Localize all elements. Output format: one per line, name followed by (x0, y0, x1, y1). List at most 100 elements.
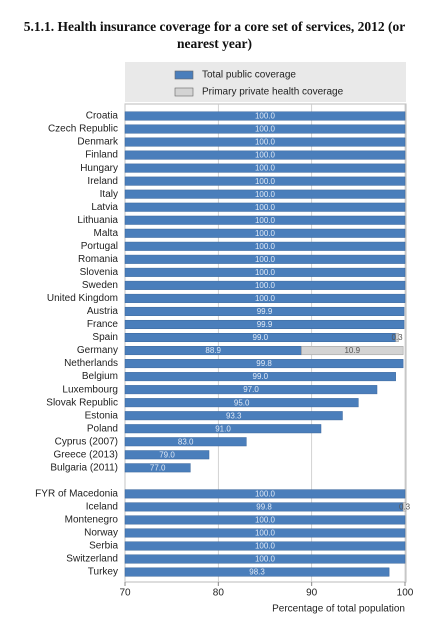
bar (124, 150, 406, 160)
value-label: 98.3 (249, 568, 265, 577)
y-tick-label: Bulgaria (2011) (50, 462, 118, 473)
y-tick-label: Czech Republic (48, 124, 118, 135)
bar (124, 515, 406, 525)
value-label: 100.0 (255, 268, 276, 277)
value-label: 91.0 (215, 424, 231, 433)
y-tick-label: Romania (78, 254, 118, 265)
y-tick-label: Italy (100, 189, 118, 200)
value-label: 97.0 (243, 385, 259, 394)
y-tick-label: FYR of Macedonia (35, 489, 118, 500)
value-label: 100.0 (255, 203, 276, 212)
bar (124, 450, 210, 460)
value-label: 100.0 (255, 281, 276, 290)
legend-label: Primary private health coverage (202, 87, 344, 98)
value-label: 77.0 (150, 463, 166, 472)
value-label: 83.0 (178, 437, 194, 446)
value-label: 100.0 (255, 542, 276, 551)
value-label: 100.0 (255, 555, 276, 564)
value-label: 99.0 (253, 372, 269, 381)
y-tick-label: Sweden (82, 280, 118, 291)
bar (124, 189, 406, 199)
y-tick-label: Finland (85, 150, 118, 161)
y-tick-label: Montenegro (65, 515, 119, 526)
x-tick-label: 80 (213, 588, 225, 599)
y-tick-label: Croatia (86, 111, 119, 122)
bar (124, 124, 406, 134)
bar (124, 554, 406, 564)
y-tick-label: Greece (2013) (54, 449, 118, 460)
y-tick-label: Norway (84, 528, 118, 539)
bar (124, 241, 406, 251)
value-label: 100.0 (255, 164, 276, 173)
y-tick-label: Austria (87, 306, 119, 317)
value-label: 79.0 (159, 450, 175, 459)
value-label: 100.0 (255, 177, 276, 186)
y-tick-label: Switzerland (66, 554, 118, 565)
y-tick-label: Serbia (89, 541, 118, 552)
value-label: 100.0 (255, 151, 276, 160)
bar (124, 111, 406, 121)
y-tick-label: Poland (87, 423, 118, 434)
y-tick-label: Iceland (86, 502, 118, 513)
legend-background (125, 62, 406, 102)
bar (124, 489, 406, 499)
bar (124, 254, 406, 264)
y-tick-label: Slovenia (80, 267, 119, 278)
bar (402, 502, 407, 512)
value-label: 100.0 (255, 112, 276, 121)
value-label: 95.0 (234, 398, 250, 407)
bar (124, 228, 406, 238)
legend-swatch (174, 87, 194, 97)
value-label: 100.0 (255, 516, 276, 525)
y-tick-label: Spain (92, 332, 118, 343)
value-label: 99.9 (257, 307, 273, 316)
value-label: 0.3 (399, 503, 411, 512)
legend-swatch (174, 70, 194, 80)
bar (124, 293, 406, 303)
bar (124, 202, 406, 212)
value-label: 93.3 (226, 411, 242, 420)
bar (301, 346, 404, 356)
value-label: 100.0 (255, 529, 276, 538)
value-label: 100.0 (255, 489, 276, 498)
y-tick-label: Germany (77, 345, 118, 356)
value-label: 100.0 (255, 229, 276, 238)
y-tick-label: Malta (94, 228, 119, 239)
y-tick-label: Lithuania (77, 215, 118, 226)
value-label: 100.0 (255, 125, 276, 134)
value-label: 99.8 (256, 503, 272, 512)
value-label: 100.0 (255, 294, 276, 303)
bar (124, 567, 390, 577)
value-label: 100.0 (255, 216, 276, 225)
bar (124, 319, 405, 329)
x-axis-label: Percentage of total population (272, 604, 405, 615)
bar (124, 267, 406, 277)
bar (124, 359, 404, 369)
y-tick-label: United Kingdom (47, 293, 118, 304)
bar (124, 372, 396, 382)
bar (124, 215, 406, 225)
bar (124, 424, 322, 434)
y-tick-label: France (87, 319, 119, 330)
y-tick-label: Estonia (85, 410, 119, 421)
bar (124, 528, 406, 538)
y-tick-label: Ireland (87, 176, 118, 187)
y-tick-label: Turkey (88, 567, 118, 578)
x-tick-label: 100 (397, 588, 414, 599)
bar (124, 463, 191, 473)
value-label: 10.9 (344, 346, 360, 355)
bar (124, 306, 405, 316)
bar (124, 541, 406, 551)
value-label: 99.9 (257, 320, 273, 329)
bar (124, 385, 378, 395)
legend-label: Total public coverage (202, 70, 296, 81)
value-label: 100.0 (255, 242, 276, 251)
bar (124, 437, 247, 447)
bar (124, 137, 406, 147)
bar (124, 398, 359, 408)
y-tick-label: Netherlands (64, 358, 118, 369)
bar (124, 411, 343, 421)
value-label: 99.0 (253, 333, 269, 342)
